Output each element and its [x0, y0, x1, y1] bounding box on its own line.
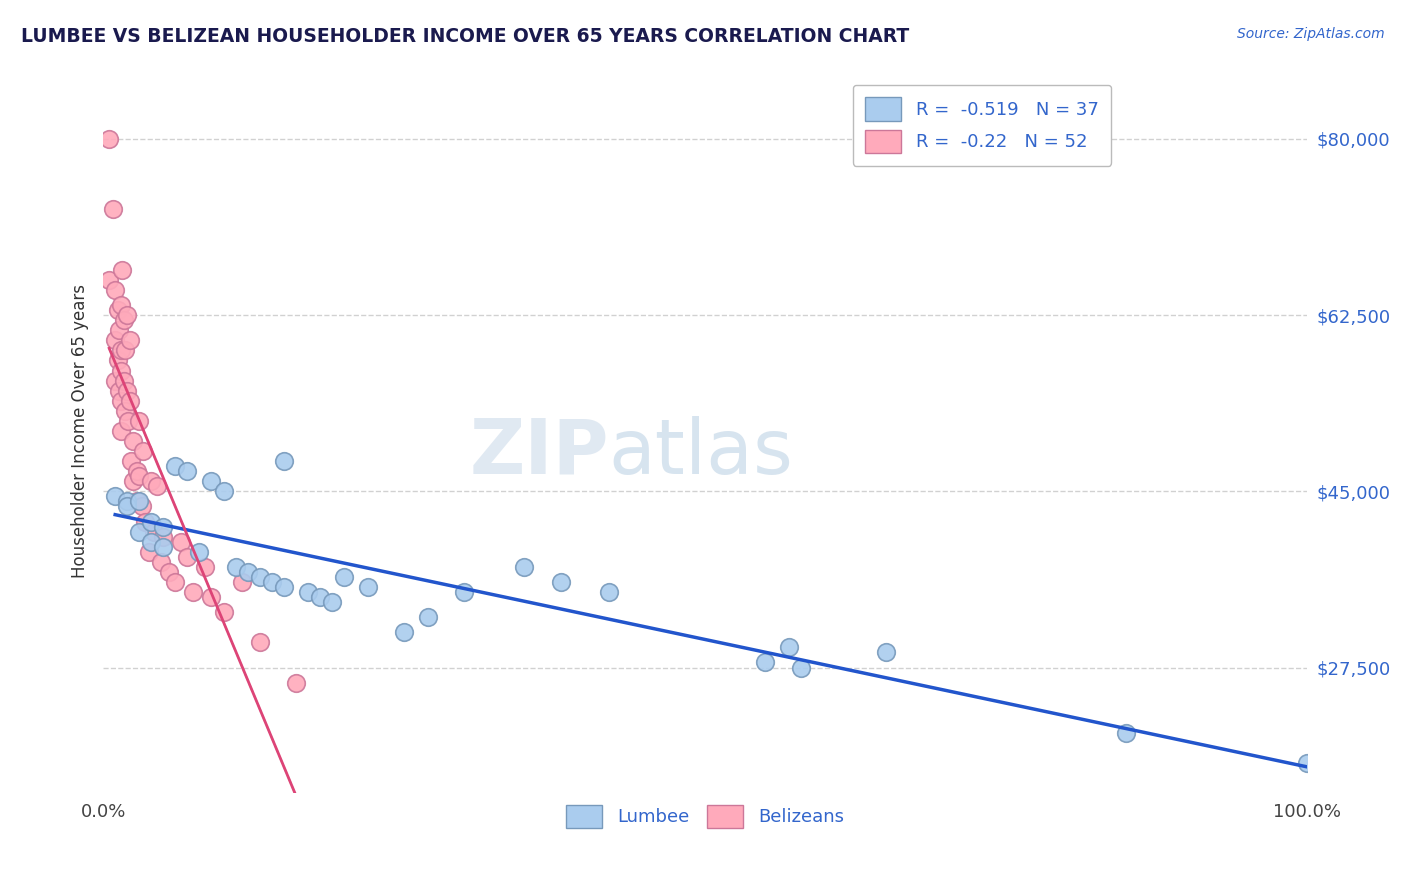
Text: LUMBEE VS BELIZEAN HOUSEHOLDER INCOME OVER 65 YEARS CORRELATION CHART: LUMBEE VS BELIZEAN HOUSEHOLDER INCOME OV…	[21, 27, 910, 45]
Point	[107, 323, 129, 337]
Point	[778, 640, 800, 655]
Text: Source: ZipAtlas.com: Source: ZipAtlas.com	[1237, 27, 1385, 41]
Point	[128, 414, 150, 428]
Point	[754, 656, 776, 670]
Point	[297, 585, 319, 599]
Point	[107, 384, 129, 398]
Point	[110, 393, 132, 408]
Point	[120, 454, 142, 468]
Point	[118, 393, 141, 408]
Point	[157, 565, 180, 579]
Point	[212, 484, 235, 499]
Text: ZIP: ZIP	[470, 416, 609, 490]
Point	[111, 263, 134, 277]
Point	[141, 475, 163, 489]
Point	[104, 283, 127, 297]
Point	[194, 559, 217, 574]
Point	[170, 534, 193, 549]
Point	[183, 585, 205, 599]
Point	[104, 374, 127, 388]
Point	[176, 549, 198, 564]
Point	[212, 605, 235, 619]
Point	[392, 625, 415, 640]
Point	[115, 308, 138, 322]
Point	[115, 500, 138, 514]
Legend: Lumbee, Belizeans: Lumbee, Belizeans	[560, 797, 851, 835]
Point	[110, 343, 132, 358]
Point	[249, 570, 271, 584]
Point	[107, 353, 129, 368]
Point	[273, 454, 295, 468]
Point	[125, 464, 148, 478]
Point	[550, 574, 572, 589]
Point	[165, 459, 187, 474]
Point	[875, 645, 897, 659]
Point	[101, 202, 124, 217]
Text: atlas: atlas	[609, 416, 793, 490]
Point	[176, 464, 198, 478]
Point	[115, 384, 138, 398]
Point	[112, 374, 135, 388]
Point	[98, 273, 121, 287]
Point	[134, 515, 156, 529]
Point	[149, 555, 172, 569]
Point	[128, 524, 150, 539]
Point	[165, 574, 187, 589]
Point	[1115, 726, 1137, 740]
Point	[104, 489, 127, 503]
Point	[125, 494, 148, 508]
Point	[118, 334, 141, 348]
Point	[98, 132, 121, 146]
Point	[114, 343, 136, 358]
Point	[142, 524, 165, 539]
Point	[236, 565, 259, 579]
Point	[333, 570, 356, 584]
Point	[225, 559, 247, 574]
Point	[418, 610, 440, 624]
Point	[117, 414, 139, 428]
Point	[188, 545, 211, 559]
Point	[104, 334, 127, 348]
Point	[152, 530, 174, 544]
Point	[107, 303, 129, 318]
Point	[146, 479, 169, 493]
Point	[231, 574, 253, 589]
Point	[321, 595, 343, 609]
Point	[273, 580, 295, 594]
Y-axis label: Householder Income Over 65 years: Householder Income Over 65 years	[72, 284, 89, 578]
Point	[122, 434, 145, 448]
Point	[131, 500, 153, 514]
Point	[110, 424, 132, 438]
Point	[112, 313, 135, 327]
Point	[152, 540, 174, 554]
Point	[110, 298, 132, 312]
Point	[122, 475, 145, 489]
Point	[308, 590, 330, 604]
Point	[114, 404, 136, 418]
Point	[357, 580, 380, 594]
Point	[598, 585, 620, 599]
Point	[260, 574, 283, 589]
Point	[152, 519, 174, 533]
Point	[141, 534, 163, 549]
Point	[200, 475, 222, 489]
Point	[1296, 756, 1319, 771]
Point	[128, 469, 150, 483]
Point	[141, 515, 163, 529]
Point	[115, 494, 138, 508]
Point	[790, 660, 813, 674]
Point	[138, 545, 160, 559]
Point	[132, 444, 155, 458]
Point	[453, 585, 475, 599]
Point	[249, 635, 271, 649]
Point	[200, 590, 222, 604]
Point	[110, 363, 132, 377]
Point	[513, 559, 536, 574]
Point	[128, 494, 150, 508]
Point	[284, 675, 307, 690]
